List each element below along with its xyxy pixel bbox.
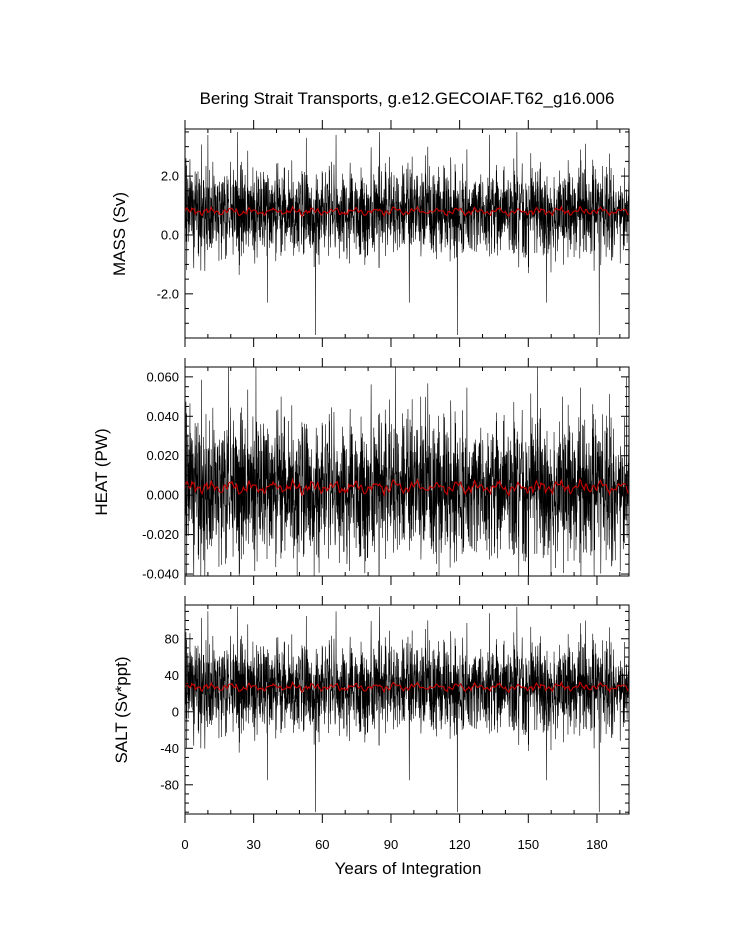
monthly-series-line xyxy=(184,606,630,813)
x-tick-label: 180 xyxy=(586,837,608,852)
y-tick-label: 40 xyxy=(165,668,179,683)
annual-mean-line xyxy=(184,205,630,218)
y-tick-label: 2.0 xyxy=(161,169,179,184)
x-tick-label: 0 xyxy=(181,837,188,852)
heat-frame xyxy=(184,366,630,577)
x-tick-label: 120 xyxy=(449,837,471,852)
x-axis-label: Years of Integration xyxy=(335,859,482,878)
y-tick-label: -2.0 xyxy=(157,286,179,301)
salt-plot-area: 80 40 0 -40 -80 0 30 60 90 120 150 180 xyxy=(160,596,630,852)
heat-plot-area: 0.060 0.040 0.020 0.000 -0.020 -0.040 xyxy=(142,358,630,585)
y-tick-label: 0.000 xyxy=(146,488,179,503)
y-tick-label: 0 xyxy=(172,704,179,719)
x-tick-label: 30 xyxy=(246,837,260,852)
mass-frame xyxy=(184,128,630,339)
y-tick-label: 0.020 xyxy=(146,448,179,463)
mass-ylabel: MASS (Sv) xyxy=(110,192,129,276)
chart-title: Bering Strait Transports, g.e12.GECOIAF.… xyxy=(200,89,615,108)
x-tick-label: 60 xyxy=(315,837,329,852)
monthly-series-line xyxy=(184,366,630,577)
panel-salt: 80 40 0 -40 -80 0 30 60 90 120 150 180 SALT (Sv*ppt… xyxy=(112,596,630,852)
annual-mean-line xyxy=(184,680,630,694)
y-tick-label: -80 xyxy=(160,777,179,792)
x-tick-label: 90 xyxy=(384,837,398,852)
y-tick-label: -0.040 xyxy=(142,567,179,582)
y-tick-label: 0.040 xyxy=(146,409,179,424)
salt-ylabel: SALT (Sv*ppt) xyxy=(112,656,131,763)
y-tick-label: 0.060 xyxy=(146,369,179,384)
annual-mean-line xyxy=(184,477,630,498)
mass-plot-area: 2.0 0.0 -2.0 xyxy=(157,120,630,347)
y-tick-label: -40 xyxy=(160,741,179,756)
panel-mass: 2.0 0.0 -2.0 MASS (Sv) xyxy=(110,120,630,347)
x-tick-label: 150 xyxy=(517,837,539,852)
monthly-series-line xyxy=(184,131,630,336)
y-tick-label: 0.0 xyxy=(161,227,179,242)
panel-heat: 0.060 0.040 0.020 0.000 -0.020 -0.040 HEAT (P… xyxy=(92,358,630,585)
salt-frame xyxy=(184,604,630,815)
y-tick-label: -0.020 xyxy=(142,527,179,542)
heat-ylabel: HEAT (PW) xyxy=(92,428,111,515)
y-tick-label: 80 xyxy=(165,631,179,646)
